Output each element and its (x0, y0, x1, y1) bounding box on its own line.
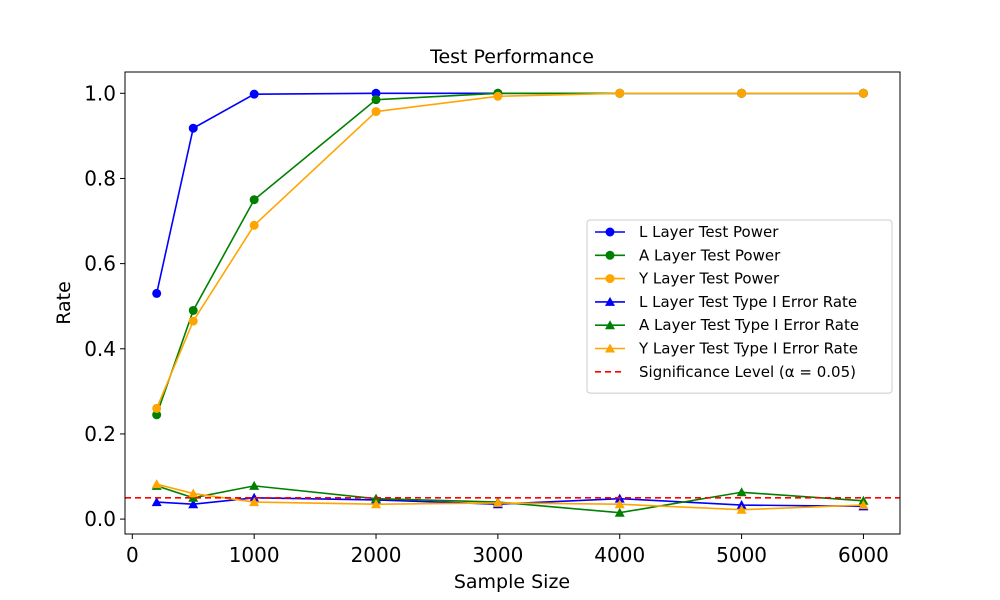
legend-item-y-layer-test-power: Y Layer Test Power (595, 270, 780, 288)
data-point (371, 107, 381, 117)
data-point (737, 88, 747, 98)
legend-item-a-layer-test-type-i-error-rate: A Layer Test Type I Error Rate (595, 316, 859, 334)
legend-marker (605, 250, 615, 260)
data-point (371, 95, 381, 105)
series-line (156, 497, 864, 508)
x-tick-label: 0 (126, 543, 139, 567)
legend: L Layer Test Power A Layer Test Power Y La… (586, 219, 893, 394)
legend-marker (605, 274, 615, 284)
x-tick-label: 4000 (594, 543, 645, 567)
data-point (371, 88, 381, 98)
legend-label: A Layer Test Type I Error Rate (639, 316, 859, 334)
legend-frame (586, 219, 893, 394)
data-point (736, 500, 747, 510)
legend-item-l-layer-test-type-i-error-rate: L Layer Test Type I Error Rate (595, 293, 857, 311)
data-point (614, 499, 625, 509)
data-point (151, 479, 162, 489)
y-tick-label: 0.4 (84, 337, 116, 361)
data-point (188, 316, 198, 326)
x-tick-label: 5000 (716, 543, 767, 567)
data-point (615, 88, 625, 98)
y-axis-label: Rate (53, 281, 75, 325)
data-point (188, 123, 198, 133)
legend-label: L Layer Test Type I Error Rate (639, 293, 857, 311)
data-point (249, 220, 259, 230)
legend-marker (605, 296, 615, 306)
legend-marker (605, 320, 615, 330)
legend-label: L Layer Test Power (639, 223, 779, 241)
data-point (152, 410, 162, 420)
data-point (188, 499, 199, 509)
legend-label: Y Layer Test Power (638, 270, 780, 288)
legend-marker (605, 343, 615, 353)
legend-label: A Layer Test Power (639, 246, 781, 264)
data-point (152, 403, 162, 413)
data-point (249, 195, 259, 205)
data-point (151, 497, 162, 507)
y-tick-label: 0.6 (84, 252, 116, 276)
x-axis-ticks: 0 1000 2000 3000 4000 5000 6000 (126, 534, 889, 567)
x-axis-label: Sample Size (454, 571, 570, 593)
data-point (736, 504, 747, 514)
data-point (249, 480, 260, 490)
x-tick-label: 6000 (838, 543, 889, 567)
x-tick-label: 3000 (472, 543, 523, 567)
plot-area (125, 88, 900, 517)
data-point (249, 89, 259, 99)
legend-label: Y Layer Test Type I Error Rate (638, 340, 858, 358)
data-point (858, 500, 869, 510)
series-line (156, 483, 864, 511)
legend-item-significance-level-0-05: Significance Level (α = 0.05) (595, 363, 856, 381)
data-point (249, 497, 260, 507)
y-tick-label: 0.2 (84, 422, 116, 446)
x-tick-label: 2000 (351, 543, 402, 567)
y-axis-ticks: 0.0 0.2 0.4 0.6 0.8 1.0 (84, 81, 125, 531)
legend-item-l-layer-test-power: L Layer Test Power (595, 223, 779, 241)
legend-item-a-layer-test-power: A Layer Test Power (595, 246, 781, 264)
data-point (736, 487, 747, 497)
chart-title: Test Performance (429, 46, 594, 68)
series-line (155, 92, 864, 409)
legend-item-y-layer-test-type-i-error-rate: Y Layer Test Type I Error Rate (595, 340, 858, 358)
y-tick-label: 1.0 (84, 81, 116, 105)
y-tick-label: 0.8 (84, 166, 116, 190)
x-tick-label: 1000 (229, 543, 280, 567)
data-point (152, 288, 162, 298)
data-point (188, 488, 199, 498)
plot-frame (124, 71, 901, 535)
data-point (493, 91, 503, 101)
series-a-layer-test-type-i-error-rate (151, 480, 869, 517)
data-point (371, 499, 382, 509)
y-tick-label: 0.0 (84, 507, 116, 531)
series-line (156, 485, 864, 514)
data-point (188, 305, 198, 315)
legend-label: Significance Level (α = 0.05) (639, 363, 856, 381)
series-y-layer-test-type-i-error-rate (151, 479, 869, 514)
series-y-layer-test-power (152, 88, 868, 413)
data-point (492, 497, 503, 507)
legend-marker (605, 227, 615, 237)
data-point (858, 88, 868, 98)
data-point (614, 507, 625, 517)
